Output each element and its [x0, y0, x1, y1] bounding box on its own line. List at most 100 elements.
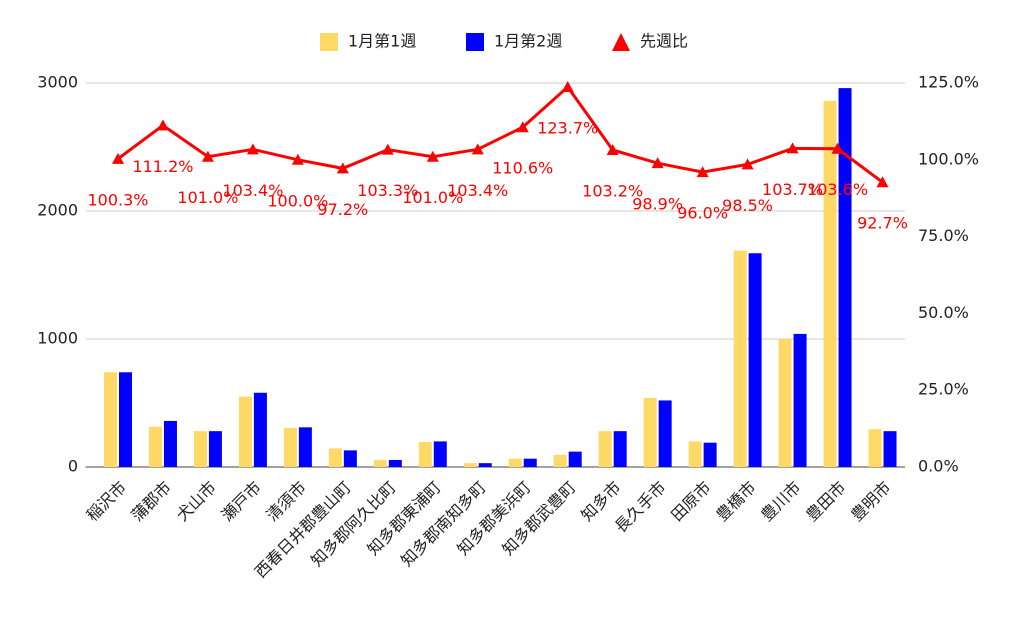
bar [688, 441, 702, 467]
legend-label: 先週比 [640, 32, 688, 51]
x-tick-label: 田原市 [667, 478, 714, 525]
legend: 1月第1週 1月第2週 先週比 [320, 32, 688, 51]
line-marker [381, 143, 394, 155]
bar [298, 427, 312, 467]
data-label: 101.0% [402, 188, 463, 207]
x-tick-label: 豊橋市 [712, 478, 759, 525]
y-tick-label: 1000 [37, 329, 78, 348]
bar [388, 459, 402, 467]
bar [208, 431, 222, 467]
line-marker [291, 153, 304, 165]
y2-tick-label: 25.0% [918, 380, 969, 399]
line-marker [651, 157, 664, 169]
y2-tick-label: 50.0% [918, 303, 969, 322]
bar [193, 431, 207, 467]
data-label: 111.2% [132, 157, 193, 176]
data-label: 98.9% [632, 195, 683, 214]
y2-tick-label: 125.0% [918, 73, 979, 92]
legend-label: 1月第2週 [494, 32, 562, 51]
line-marker [111, 152, 124, 164]
bar [748, 253, 762, 467]
bar [283, 427, 297, 467]
y2-tick-label: 75.0% [918, 226, 969, 245]
line-marker [831, 142, 844, 154]
y-tick-label: 0 [68, 457, 78, 476]
x-tick-label: 豊田市 [802, 478, 849, 525]
bar [373, 459, 387, 467]
data-label: 110.6% [492, 159, 553, 178]
bar [883, 431, 897, 467]
bar [118, 372, 132, 467]
x-tick-label: 稲沢市 [83, 478, 130, 525]
line-marker [606, 143, 619, 155]
data-label: 103.4% [447, 181, 508, 200]
x-tick-label: 瀬戸市 [218, 478, 265, 525]
bar [823, 100, 837, 468]
x-tick-label: 犬山市 [173, 478, 220, 525]
data-label: 103.7% [762, 180, 823, 199]
line-marker [201, 150, 214, 162]
bar [703, 442, 717, 467]
bar [103, 372, 117, 467]
bar [658, 400, 672, 467]
data-label: 100.0% [267, 191, 328, 210]
bar [613, 431, 627, 467]
line-marker [156, 119, 169, 131]
data-label: 123.7% [537, 118, 598, 137]
legend-swatch [612, 33, 630, 51]
x-tick-label: 蒲郡市 [128, 478, 175, 525]
bar [253, 392, 267, 467]
bar [838, 88, 852, 468]
bar [643, 397, 657, 467]
data-label: 97.2% [317, 200, 368, 219]
bar [433, 441, 447, 467]
bar [778, 339, 792, 467]
line-marker [741, 158, 754, 170]
bar [478, 463, 492, 467]
line [117, 84, 884, 184]
bar [508, 458, 522, 467]
bar [463, 463, 477, 467]
data-label: 101.0% [177, 188, 238, 207]
data-label: 100.3% [87, 190, 148, 209]
bar [238, 396, 252, 467]
bar [568, 451, 582, 467]
data-label: 96.0% [677, 204, 728, 223]
bar [418, 442, 432, 467]
bar [553, 454, 567, 467]
data-label: 103.4% [222, 181, 283, 200]
data-label: 103.3% [357, 181, 418, 200]
line-marker [696, 166, 709, 178]
line-marker [246, 143, 259, 155]
bar [523, 458, 537, 467]
x-tick-label: 豊明市 [847, 478, 894, 525]
y2-tick-label: 0.0% [918, 457, 959, 476]
bar [868, 429, 882, 467]
legend-swatch [320, 33, 338, 51]
x-tick-label: 豊川市 [757, 478, 804, 525]
data-label: 98.5% [722, 196, 773, 215]
data-label: 92.7% [857, 214, 908, 233]
bar [598, 431, 612, 467]
line-marker [561, 80, 574, 92]
bar [733, 250, 747, 467]
legend-swatch [466, 33, 484, 51]
line-marker [786, 142, 799, 154]
bar [328, 448, 342, 467]
line-marker [426, 150, 439, 162]
line-marker [516, 121, 529, 133]
y-tick-label: 3000 [37, 73, 78, 92]
line-marker [336, 162, 349, 174]
bar [163, 420, 177, 467]
legend-label: 1月第1週 [348, 32, 416, 51]
y2-tick-label: 100.0% [918, 149, 979, 168]
data-label: 103.2% [582, 181, 643, 200]
bar [793, 333, 807, 467]
data-label: 103.6% [807, 180, 868, 199]
line-marker [876, 176, 889, 188]
y-tick-label: 2000 [37, 201, 78, 220]
line-marker [471, 143, 484, 155]
bar [148, 426, 162, 467]
bar [343, 450, 357, 467]
